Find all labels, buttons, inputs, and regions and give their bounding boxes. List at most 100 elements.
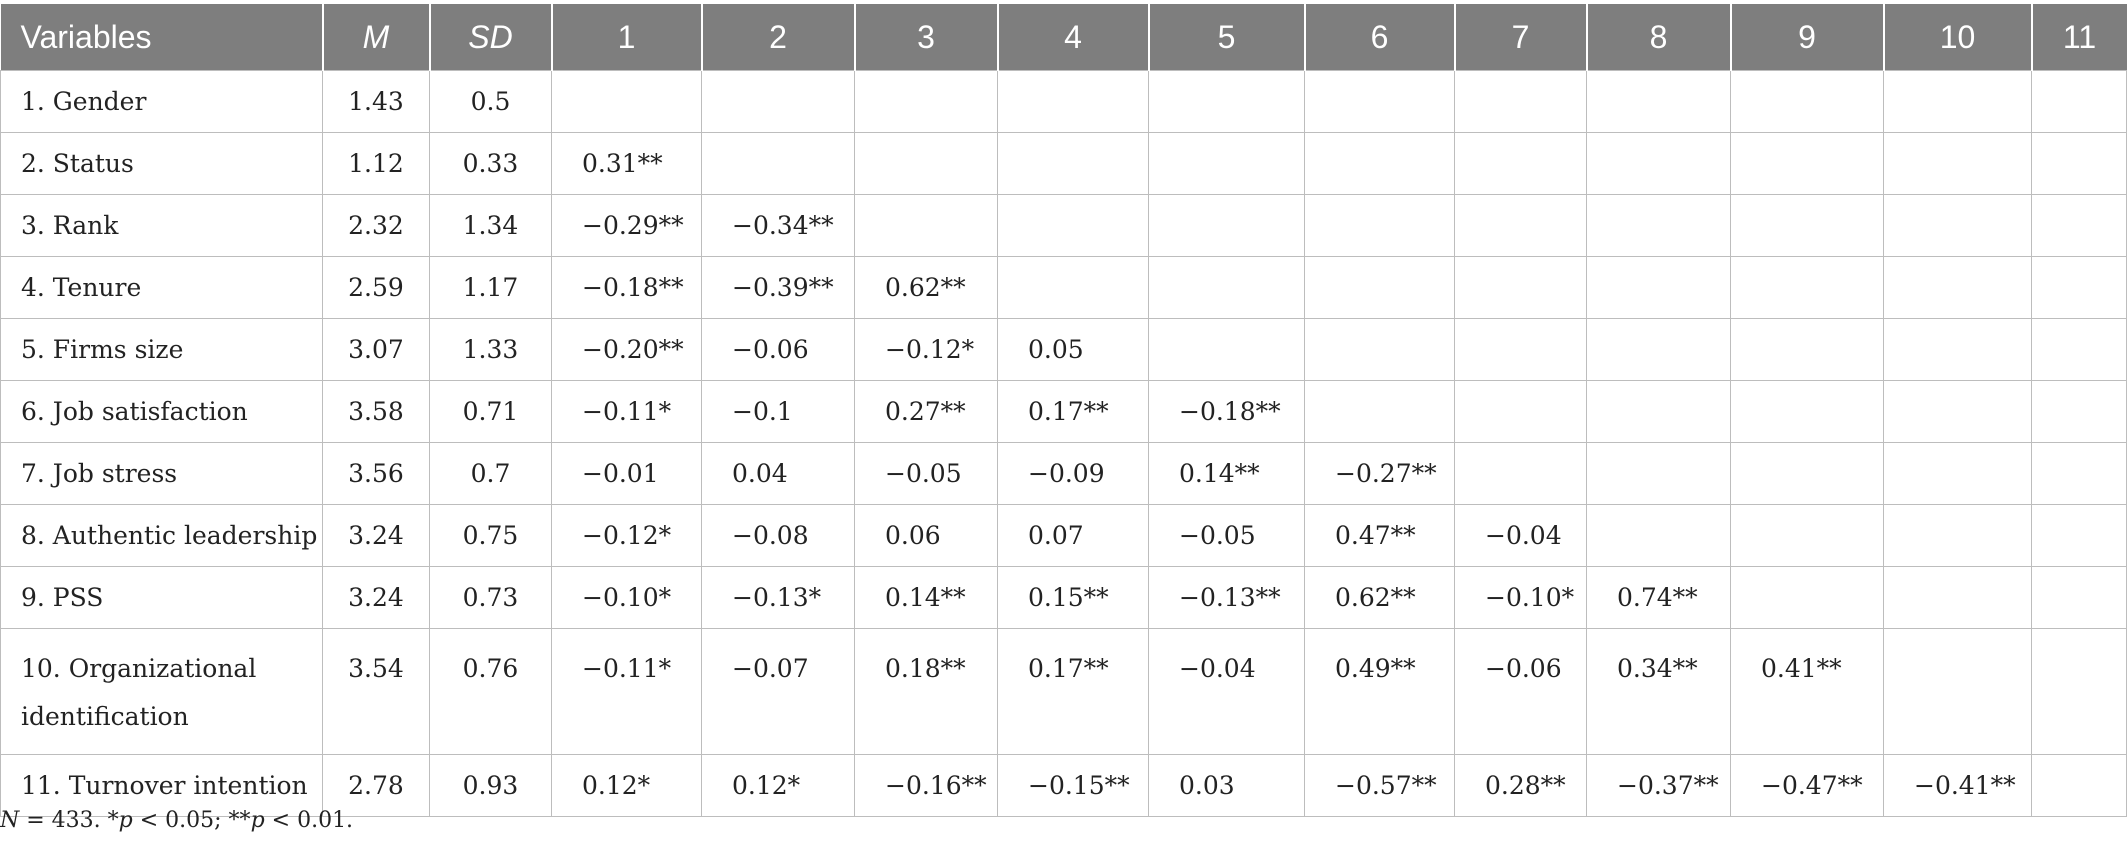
correlation-cell: −0.08 [701,504,855,567]
table-row: 9. PSS 3.24 0.73 −0.10* −0.13* 0.14** 0.15** −0… [0,566,2127,629]
correlation-cell: −0.09 [997,442,1149,505]
variable-name-cell: 1. Gender [0,70,323,133]
table-row: 3. Rank 2.32 1.34 −0.29** −0.34** [0,194,2127,257]
correlation-cell: −0.10* [551,566,702,629]
table-row: 11. Turnover intention 2.78 0.93 0.12* 0.12*… [0,754,2127,817]
variable-name-cell: 4. Tenure [0,256,323,319]
correlation-table: Variables M SD 1 2 3 4 5 6 7 8 9 10 11 1… [0,4,2127,817]
table-row: 2. Status 1.12 0.33 0.31** [0,132,2127,195]
correlation-cell: 0.17** [997,380,1149,443]
correlation-cell: 0.34** [1586,628,1731,755]
correlation-cell [551,70,702,133]
correlation-cell [1586,318,1731,381]
correlation-cell [2031,70,2127,133]
correlation-cell [1730,442,1884,505]
correlation-cell [1148,70,1305,133]
correlation-cell: 0.12* [701,754,855,817]
mean-cell: 2.32 [322,194,430,257]
correlation-cell: 0.31** [551,132,702,195]
correlation-cell [1304,194,1455,257]
correlation-cell [1883,256,2032,319]
correlation-cell: −0.34** [701,194,855,257]
correlation-cell [1586,70,1731,133]
correlation-cell: 0.41** [1730,628,1884,755]
correlation-cell [1454,318,1587,381]
correlation-cell [2031,504,2127,567]
table-row: 7. Job stress 3.56 0.7 −0.01 0.04 −0.05 −0.09 0… [0,442,2127,505]
correlation-cell [1883,442,2032,505]
correlation-cell [1730,318,1884,381]
variable-name-cell: 7. Job stress [0,442,323,505]
correlation-cell [1730,256,1884,319]
sd-cell: 0.75 [429,504,552,567]
correlation-cell [2031,194,2127,257]
table-row: 6. Job satisfaction 3.58 0.71 −0.11* −0.1 0.2… [0,380,2127,443]
correlation-cell [997,70,1149,133]
footnote-n-value: = 433. * [19,808,119,833]
correlation-cell [1883,566,2032,629]
header-col-4: 4 [996,4,1149,71]
correlation-cell [1454,380,1587,443]
mean-cell: 3.58 [322,380,430,443]
correlation-cell [1730,194,1884,257]
correlation-cell: −0.04 [1148,628,1305,755]
correlation-cell [1883,380,2032,443]
mean-cell: 3.07 [322,318,430,381]
correlation-cell [1883,504,2032,567]
sd-cell: 1.34 [429,194,552,257]
correlation-cell: −0.07 [701,628,855,755]
header-col-2: 2 [700,4,855,71]
table-row: 4. Tenure 2.59 1.17 −0.18** −0.39** 0.62** [0,256,2127,319]
correlation-cell [1304,132,1455,195]
correlation-cell: −0.18** [1148,380,1305,443]
correlation-cell: −0.13** [1148,566,1305,629]
variable-name-cell: 11. Turnover intention [0,754,323,817]
correlation-cell [2031,380,2127,443]
correlation-cell [1883,318,2032,381]
correlation-cell [1730,504,1884,567]
correlation-cell: −0.57** [1304,754,1455,817]
table-row: 5. Firms size 3.07 1.33 −0.20** −0.06 −0.12* 0… [0,318,2127,381]
correlation-cell [997,256,1149,319]
correlation-cell [1586,504,1731,567]
correlation-cell: 0.27** [854,380,998,443]
mean-cell: 1.43 [322,70,430,133]
correlation-cell [854,194,998,257]
sd-cell: 0.7 [429,442,552,505]
variable-name-cell: 5. Firms size [0,318,323,381]
correlation-cell [1148,132,1305,195]
correlation-cell: 0.28** [1454,754,1587,817]
table-body: 1. Gender 1.43 0.5 2. Status 1.12 0.33 0.31** 3… [0,70,2127,817]
mean-cell: 3.24 [322,504,430,567]
sd-cell: 0.93 [429,754,552,817]
sd-cell: 0.73 [429,566,552,629]
correlation-cell [1148,318,1305,381]
correlation-cell [1454,194,1587,257]
variable-name-cell: 10. Organizational identification [0,628,323,755]
correlation-cell: −0.15** [997,754,1149,817]
correlation-cell: −0.06 [1454,628,1587,755]
correlation-cell [997,132,1149,195]
correlation-cell: −0.11* [551,380,702,443]
correlation-cell [701,70,855,133]
correlation-cell: −0.37** [1586,754,1731,817]
correlation-cell [1730,70,1884,133]
correlation-cell [2031,754,2127,817]
correlation-cell: −0.1 [701,380,855,443]
correlation-cell: −0.41** [1883,754,2032,817]
sd-cell: 0.33 [429,132,552,195]
correlation-cell: −0.18** [551,256,702,319]
correlation-cell: 0.04 [701,442,855,505]
correlation-cell [2031,318,2127,381]
correlation-cell [1454,256,1587,319]
correlation-cell [2031,566,2127,629]
mean-cell: 1.12 [322,132,430,195]
table-footnote: N = 433. *p < 0.05; **p < 0.01. [0,808,353,833]
correlation-cell: −0.11* [551,628,702,755]
correlation-cell: 0.17** [997,628,1149,755]
correlation-cell: −0.29** [551,194,702,257]
correlation-cell: 0.15** [997,566,1149,629]
correlation-cell: −0.01 [551,442,702,505]
correlation-cell [1586,442,1731,505]
correlation-cell [701,132,855,195]
